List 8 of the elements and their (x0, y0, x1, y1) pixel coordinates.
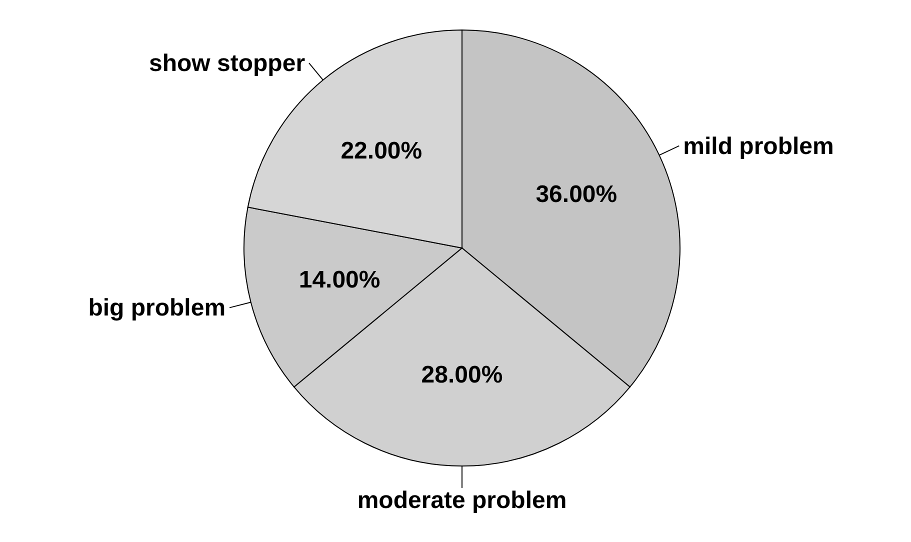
data-label: 28.00% (421, 361, 503, 388)
data-label: 22.00% (340, 138, 422, 165)
slice-label: moderate problem (357, 487, 567, 514)
data-label: 14.00% (298, 266, 380, 294)
slice-label: big problem (88, 294, 226, 322)
slice-label: show stopper (149, 50, 306, 78)
slice-label: mild problem (683, 132, 834, 160)
data-label: 36.00% (536, 181, 618, 208)
